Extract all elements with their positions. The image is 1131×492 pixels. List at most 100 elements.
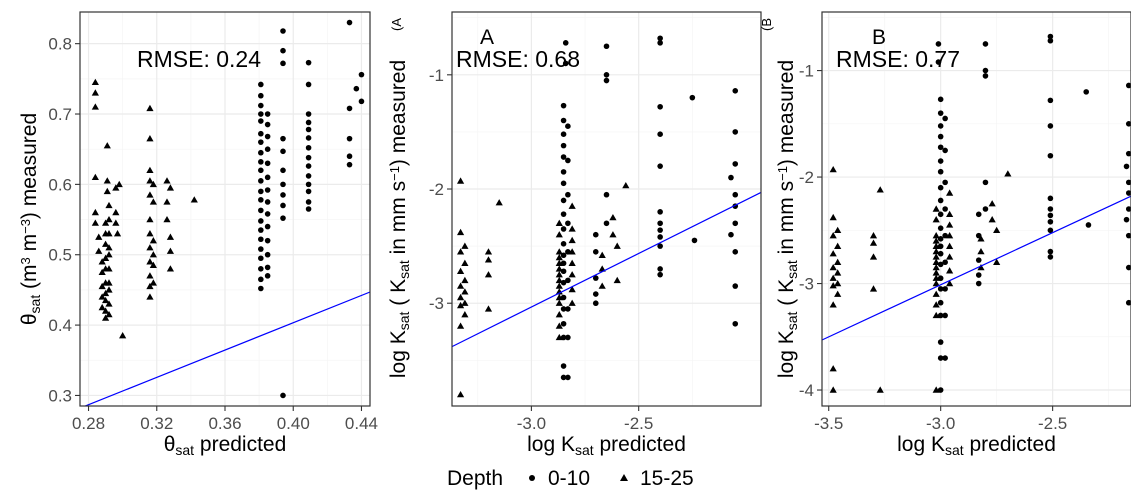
data-point-depth-0-10 [657, 163, 663, 169]
data-point-depth-0-10 [280, 167, 286, 174]
data-point-depth-15-25 [932, 242, 940, 249]
points-layer [829, 33, 1131, 393]
data-point-depth-0-10 [258, 130, 264, 137]
data-point-depth-15-25 [146, 177, 154, 184]
data-point-depth-15-25 [609, 213, 617, 221]
data-point-depth-15-25 [484, 271, 493, 278]
data-point-depth-15-25 [115, 180, 123, 188]
data-point-depth-0-10 [657, 234, 663, 240]
y-tick-label: 0.8 [48, 35, 72, 54]
data-point-depth-15-25 [876, 386, 884, 393]
legend: Depth 0-10 15-25 [447, 467, 694, 490]
data-point-depth-15-25 [946, 189, 954, 196]
data-point-depth-15-25 [101, 254, 110, 261]
data-point-depth-15-25 [146, 258, 154, 265]
data-point-depth-0-10 [732, 129, 739, 135]
data-point-depth-0-10 [258, 197, 264, 203]
data-point-depth-0-10 [592, 231, 599, 238]
data-point-depth-0-10 [305, 199, 312, 205]
data-point-depth-0-10 [975, 280, 982, 287]
data-point-depth-0-10 [560, 197, 567, 204]
data-point-depth-0-10 [560, 131, 567, 137]
data-point-depth-0-10 [562, 40, 569, 46]
data-point-depth-15-25 [91, 219, 99, 226]
x-tick-label: 0.28 [72, 414, 105, 433]
data-point-depth-15-25 [932, 301, 940, 308]
data-point-depth-15-25 [568, 225, 576, 232]
data-point-depth-15-25 [876, 186, 884, 193]
data-point-depth-15-25 [555, 282, 563, 289]
data-point-depth-0-10 [1125, 150, 1131, 157]
fit-line [822, 195, 1131, 341]
data-point-depth-15-25 [461, 288, 469, 295]
data-point-depth-0-10 [937, 96, 944, 103]
data-point-depth-15-25 [834, 279, 842, 287]
data-point-depth-15-25 [105, 215, 113, 223]
data-point-depth-15-25 [146, 244, 154, 251]
data-point-depth-0-10 [732, 283, 739, 289]
data-point-depth-0-10 [592, 249, 599, 255]
data-point-depth-15-25 [146, 230, 154, 237]
data-point-depth-15-25 [456, 390, 465, 398]
data-point-depth-0-10 [603, 72, 610, 78]
data-point-depth-0-10 [565, 374, 571, 381]
data-point-depth-0-10 [657, 220, 663, 227]
data-point-depth-15-25 [932, 290, 940, 297]
data-point-depth-0-10 [937, 243, 944, 250]
data-point-depth-15-25 [101, 240, 110, 247]
data-point-depth-0-10 [560, 260, 567, 267]
data-point-depth-0-10 [258, 276, 264, 283]
fit-line [83, 291, 370, 406]
data-point-depth-0-10 [975, 211, 982, 218]
panel-corner-label: (A [389, 18, 404, 31]
data-point-depth-0-10 [942, 147, 948, 154]
data-point-depth-0-10 [937, 133, 944, 140]
data-point-depth-15-25 [869, 285, 878, 292]
rmse-annotation: RMSE: 0.77 [836, 46, 960, 72]
data-point-depth-15-25 [829, 166, 837, 173]
data-point-depth-15-25 [829, 386, 837, 393]
data-point-depth-15-25 [149, 279, 157, 286]
data-point-depth-15-25 [484, 256, 493, 263]
panel-label: A [480, 26, 494, 49]
data-point-depth-0-10 [732, 88, 739, 94]
data-point-depth-15-25 [101, 219, 110, 226]
data-point-depth-15-25 [932, 311, 940, 319]
data-point-depth-0-10 [560, 374, 567, 381]
data-point-depth-0-10 [982, 179, 989, 186]
data-point-depth-0-10 [1047, 123, 1054, 129]
panel-theta-sat: 0.28 0.32 0.36 0.40 0.44 0.3 0.4 0.5 0.6 0.7 0.8 θs… [18, 11, 378, 458]
data-point-depth-15-25 [456, 301, 465, 309]
data-point-depth-15-25 [829, 365, 837, 372]
data-point-depth-0-10 [560, 142, 567, 149]
data-point-depth-0-10 [603, 191, 610, 198]
data-point-depth-15-25 [456, 322, 465, 329]
data-point-depth-15-25 [988, 200, 996, 207]
data-point-depth-0-10 [937, 211, 944, 218]
data-point-depth-0-10 [942, 259, 948, 266]
data-point-depth-0-10 [975, 272, 982, 278]
data-point-depth-0-10 [1047, 195, 1054, 202]
data-point-depth-0-10 [942, 206, 948, 212]
data-point-depth-15-25 [163, 177, 171, 184]
data-point-depth-15-25 [555, 276, 563, 284]
data-point-depth-15-25 [609, 231, 617, 238]
data-point-depth-0-10 [565, 306, 571, 312]
data-point-depth-0-10 [728, 174, 734, 181]
data-point-depth-0-10 [560, 320, 567, 327]
data-point-depth-15-25 [1004, 170, 1012, 177]
data-point-depth-0-10 [937, 197, 944, 204]
data-point-depth-0-10 [560, 363, 567, 369]
data-point-depth-15-25 [119, 332, 127, 339]
data-point-depth-0-10 [258, 266, 264, 272]
data-point-depth-15-25 [101, 314, 110, 321]
data-point-depth-0-10 [603, 43, 610, 50]
data-point-depth-0-10 [657, 227, 663, 233]
data-point-depth-15-25 [829, 232, 837, 239]
data-point-depth-0-10 [280, 215, 286, 221]
data-point-depth-0-10 [1125, 82, 1131, 89]
data-point-depth-0-10 [1047, 248, 1054, 255]
data-point-depth-0-10 [258, 102, 264, 109]
data-point-depth-15-25 [456, 293, 465, 301]
data-point-depth-15-25 [166, 265, 175, 272]
